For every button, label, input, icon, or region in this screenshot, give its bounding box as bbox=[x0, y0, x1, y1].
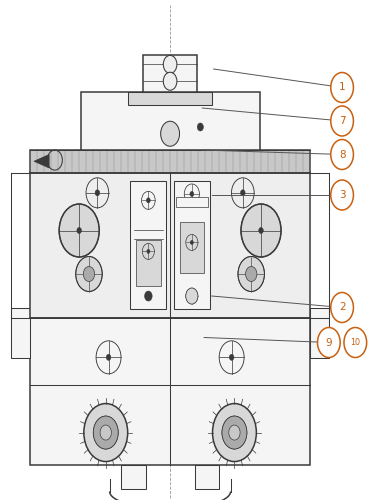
Circle shape bbox=[100, 425, 112, 440]
Bar bbox=[130, 181, 166, 309]
Circle shape bbox=[238, 256, 265, 292]
Circle shape bbox=[222, 416, 247, 449]
Bar bbox=[128, 92, 212, 105]
Circle shape bbox=[197, 123, 203, 131]
Text: 7: 7 bbox=[339, 116, 345, 126]
Circle shape bbox=[331, 106, 353, 136]
Circle shape bbox=[83, 266, 94, 281]
Circle shape bbox=[163, 72, 177, 90]
Circle shape bbox=[186, 288, 198, 304]
Circle shape bbox=[95, 190, 100, 196]
Bar bbox=[143, 55, 197, 92]
Circle shape bbox=[106, 354, 111, 360]
Circle shape bbox=[318, 328, 340, 358]
Circle shape bbox=[240, 190, 245, 196]
Circle shape bbox=[163, 56, 177, 74]
Bar bbox=[310, 308, 329, 358]
Circle shape bbox=[104, 430, 108, 436]
Circle shape bbox=[246, 266, 257, 281]
Circle shape bbox=[331, 292, 353, 322]
Text: 8: 8 bbox=[339, 150, 345, 160]
Circle shape bbox=[229, 425, 240, 440]
Bar bbox=[81, 92, 260, 150]
Bar bbox=[11, 308, 30, 358]
Circle shape bbox=[232, 430, 237, 436]
Text: 1: 1 bbox=[339, 82, 345, 92]
Circle shape bbox=[331, 180, 353, 210]
Circle shape bbox=[331, 72, 353, 102]
Bar bbox=[136, 240, 161, 286]
Bar bbox=[121, 465, 146, 489]
Text: 9: 9 bbox=[325, 338, 332, 347]
Circle shape bbox=[161, 121, 180, 146]
Text: 3: 3 bbox=[339, 190, 345, 200]
Circle shape bbox=[146, 198, 150, 203]
Circle shape bbox=[331, 140, 353, 170]
Text: 10: 10 bbox=[350, 338, 360, 347]
Bar bbox=[195, 465, 219, 489]
Circle shape bbox=[191, 240, 194, 244]
Circle shape bbox=[190, 192, 194, 196]
Circle shape bbox=[84, 404, 128, 462]
Circle shape bbox=[77, 228, 82, 234]
Bar bbox=[30, 172, 310, 318]
Circle shape bbox=[59, 204, 99, 257]
Bar bbox=[30, 150, 310, 172]
Circle shape bbox=[93, 416, 118, 449]
Circle shape bbox=[229, 354, 234, 360]
Bar bbox=[180, 222, 204, 273]
Circle shape bbox=[144, 291, 152, 301]
Circle shape bbox=[76, 256, 102, 292]
Circle shape bbox=[212, 404, 256, 462]
Circle shape bbox=[344, 328, 367, 358]
Circle shape bbox=[241, 204, 281, 257]
Bar bbox=[30, 318, 310, 465]
Circle shape bbox=[249, 271, 254, 277]
Circle shape bbox=[147, 250, 150, 254]
Circle shape bbox=[87, 271, 91, 277]
Circle shape bbox=[259, 228, 263, 234]
Bar bbox=[176, 196, 208, 206]
Circle shape bbox=[191, 294, 194, 298]
Polygon shape bbox=[34, 154, 49, 168]
Text: 2: 2 bbox=[339, 302, 345, 312]
Bar bbox=[174, 181, 210, 309]
